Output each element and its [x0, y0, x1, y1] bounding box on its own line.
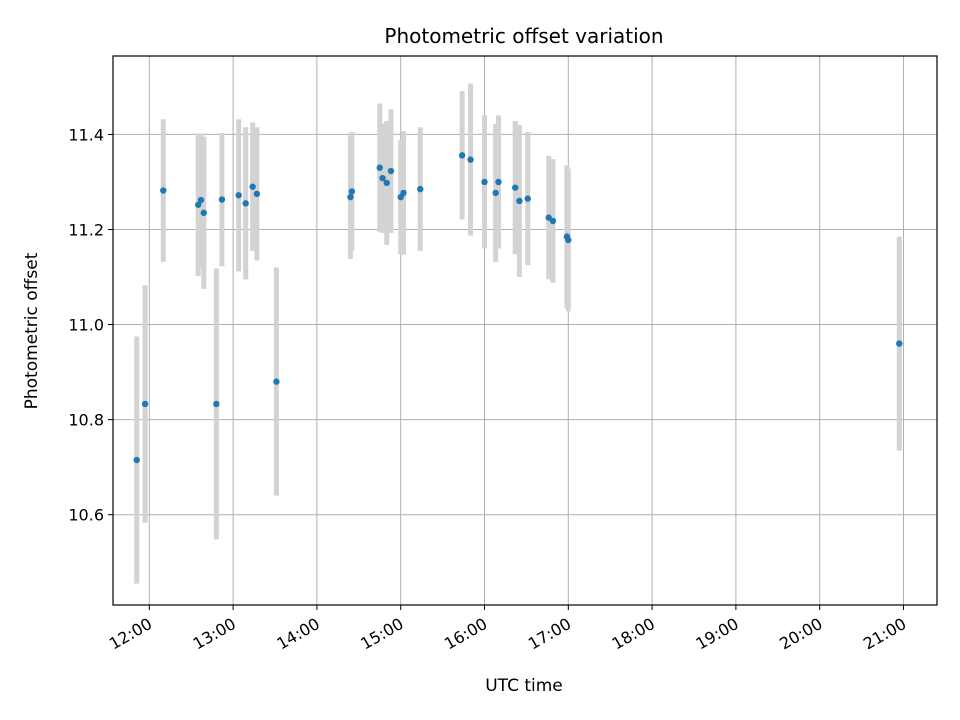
- data-point: [194, 201, 202, 208]
- x-axis-label: UTC time: [485, 676, 563, 696]
- data-point: [524, 195, 531, 202]
- data-point: [235, 192, 242, 199]
- data-point: [249, 183, 256, 190]
- data-point: [213, 400, 220, 408]
- data-point: [348, 188, 356, 195]
- data-point: [565, 236, 572, 244]
- data-point: [512, 184, 519, 191]
- y-tick-label: 11.0: [68, 316, 104, 335]
- data-point: [273, 378, 280, 385]
- data-point: [141, 400, 149, 408]
- data-point: [896, 340, 903, 347]
- data-point: [549, 217, 557, 225]
- data-point: [495, 178, 502, 186]
- grid-layer: [113, 56, 937, 605]
- data-point: [467, 156, 474, 163]
- data-point: [200, 209, 207, 217]
- data-point: [400, 189, 407, 197]
- data-point: [383, 179, 390, 187]
- data-point: [253, 190, 261, 198]
- data-point: [242, 200, 249, 207]
- y-axis-label: Photometric offset: [22, 252, 42, 409]
- plot-frame: [112, 55, 938, 606]
- y-tick-label: 10.6: [68, 506, 104, 525]
- y-tick-label: 11.2: [68, 220, 104, 239]
- y-tick-label: 11.4: [68, 125, 104, 144]
- chart-title: Photometric offset variation: [384, 24, 663, 48]
- data-point: [376, 164, 383, 171]
- data-point: [160, 187, 167, 194]
- data-point: [458, 152, 466, 159]
- data-point: [417, 185, 424, 193]
- data-point: [387, 167, 395, 175]
- data-point: [347, 193, 354, 201]
- data-point: [218, 196, 226, 203]
- data-point: [481, 178, 488, 186]
- data-point: [379, 174, 386, 182]
- point-layer: [133, 152, 903, 464]
- data-point: [197, 196, 205, 204]
- y-tick-label: 10.8: [68, 411, 104, 430]
- data-point: [133, 456, 140, 464]
- data-point: [516, 197, 523, 205]
- data-point: [492, 189, 499, 197]
